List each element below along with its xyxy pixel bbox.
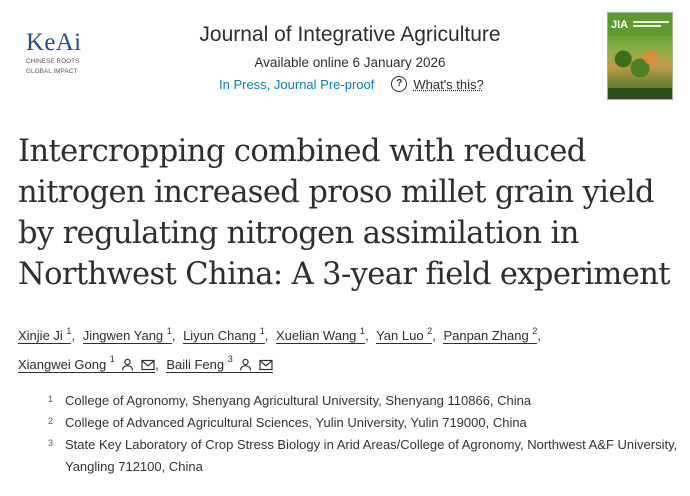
- cover-illustration: [612, 47, 668, 77]
- title-line: Northwest China: A 3-year field experime…: [18, 257, 671, 292]
- affiliation-marker: 1: [360, 326, 366, 336]
- author-name: Jingwen Yang: [82, 328, 164, 344]
- author-name: Xuelian Wang: [275, 328, 357, 344]
- author-link[interactable]: Liyun Chang 1: [183, 326, 265, 345]
- affiliation-item: 2 College of Advanced Agricultural Scien…: [48, 412, 678, 434]
- title-line: by regulating nitrogen assimilation in: [18, 216, 579, 251]
- whats-this-link[interactable]: What's this?: [413, 76, 484, 92]
- author-link[interactable]: Xinjie Ji 1: [18, 326, 72, 345]
- affiliation-number: 1: [48, 394, 54, 404]
- affiliation-marker: 1: [66, 326, 72, 336]
- mail-icon: [259, 359, 273, 370]
- author-list: Xinjie Ji 1, Jingwen Yang 1, Liyun Chang…: [18, 326, 541, 373]
- title-line: nitrogen increased proso millet grain yi…: [18, 175, 655, 210]
- author-link[interactable]: Baili Feng 3: [166, 354, 274, 373]
- person-icon: [122, 358, 134, 370]
- author-link[interactable]: Yan Luo 2: [376, 326, 433, 345]
- affiliation-list: 1 College of Agronomy, Shenyang Agricult…: [48, 390, 678, 478]
- author-name: Baili Feng: [166, 356, 225, 372]
- affiliation-marker: 2: [532, 326, 538, 336]
- author-name: Xiangwei Gong: [18, 356, 107, 372]
- title-line: Intercropping combined with reduced: [18, 134, 586, 169]
- author-link[interactable]: Jingwen Yang 1: [82, 326, 172, 345]
- affiliation-marker: 2: [427, 326, 433, 336]
- affiliation-number: 3: [48, 438, 54, 448]
- affiliation-number: 2: [48, 416, 54, 426]
- affiliation-marker: 1: [166, 326, 172, 336]
- affiliation-marker: 1: [259, 326, 265, 336]
- available-online-date: Available online 6 January 2026: [254, 55, 446, 70]
- article-status-row: In Press, Journal Pre-proof ? What's thi…: [219, 76, 484, 92]
- affiliation-text: State Key Laboratory of Crop Stress Biol…: [65, 437, 678, 474]
- author-link[interactable]: Xuelian Wang 1: [275, 326, 366, 345]
- publisher-logo[interactable]: KeAi CHINESE ROOTS GLOBAL IMPACT: [26, 30, 96, 76]
- question-circle-icon[interactable]: ?: [391, 76, 408, 92]
- cover-journal-abbrev: JIA: [611, 19, 629, 31]
- author-name: Liyun Chang: [183, 328, 257, 344]
- author-name: Panpan Zhang: [443, 328, 529, 344]
- cover-subtitle-line: [633, 21, 669, 23]
- author-link[interactable]: Panpan Zhang 2: [443, 326, 538, 345]
- author-name: Xinjie Ji: [18, 328, 63, 344]
- affiliation-marker: 3: [227, 354, 233, 365]
- affiliation-item: 1 College of Agronomy, Shenyang Agricult…: [48, 390, 678, 412]
- journal-pre-proof-link[interactable]: In Press, Journal Pre-proof: [219, 76, 375, 92]
- affiliation-item: 3 State Key Laboratory of Crop Stress Bi…: [48, 434, 678, 478]
- cover-subtitle-line: [633, 25, 661, 27]
- cover-header-band: [608, 13, 672, 36]
- logo-tagline-1: CHINESE ROOTS: [26, 58, 80, 65]
- article-title: Intercropping combined with reduced nitr…: [18, 131, 683, 295]
- author-link[interactable]: Xiangwei Gong 1: [18, 354, 156, 373]
- logo-wordmark: KeAi: [26, 29, 82, 56]
- mail-icon: [141, 359, 155, 370]
- journal-cover-thumbnail[interactable]: JIA: [607, 12, 673, 100]
- affiliation-text: College of Advanced Agricultural Science…: [65, 415, 527, 430]
- journal-title-link[interactable]: Journal of Integrative Agriculture: [199, 23, 501, 46]
- affiliation-text: College of Agronomy, Shenyang Agricultur…: [65, 393, 532, 408]
- logo-tagline-2: GLOBAL IMPACT: [26, 68, 78, 76]
- cover-footer-band: [608, 88, 672, 99]
- author-name: Yan Luo: [376, 328, 424, 344]
- affiliation-marker: 1: [109, 354, 115, 365]
- person-icon: [240, 358, 252, 370]
